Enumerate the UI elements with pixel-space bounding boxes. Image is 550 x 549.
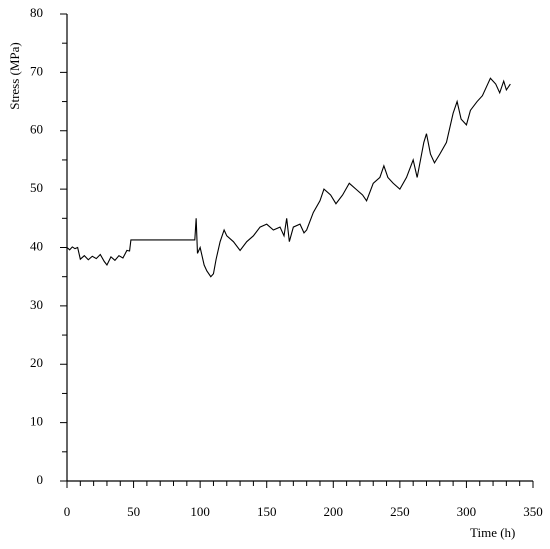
y-tick-label: 60 [30, 122, 43, 137]
x-tick-label: 250 [390, 504, 410, 519]
y-tick-label: 70 [30, 63, 43, 78]
x-tick-label: 100 [190, 504, 210, 519]
y-tick-label: 40 [30, 238, 43, 253]
x-tick-label: 350 [523, 504, 543, 519]
x-axis-label: Time (h) [470, 525, 515, 540]
x-tick-label: 300 [457, 504, 477, 519]
y-tick-label: 80 [30, 5, 43, 20]
x-tick-label: 0 [64, 504, 71, 519]
y-tick-label: 10 [30, 414, 43, 429]
x-tick-label: 50 [127, 504, 140, 519]
y-tick-label: 0 [37, 472, 44, 487]
x-tick-label: 150 [257, 504, 277, 519]
data-line [66, 77, 511, 278]
y-axis-label: Stress (MPa) [7, 42, 22, 110]
x-tick-label: 200 [324, 504, 344, 519]
y-tick-label: 20 [30, 355, 43, 370]
y-tick-label: 50 [30, 180, 43, 195]
y-tick-label: 30 [30, 297, 43, 312]
